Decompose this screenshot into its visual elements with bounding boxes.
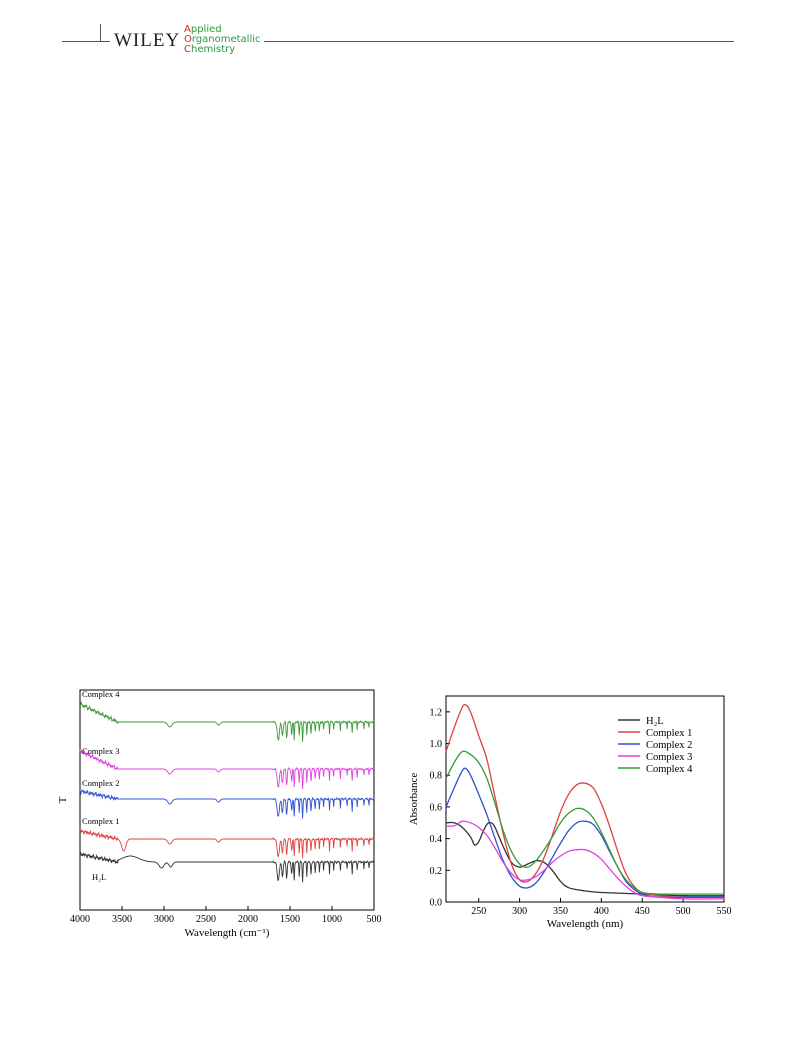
- series-label: Complex 2: [82, 778, 120, 788]
- series-label: H₂L: [92, 872, 106, 882]
- x-tick-label: 250: [471, 906, 486, 917]
- y-tick-label: 1.2: [430, 707, 443, 718]
- x-tick-label: 550: [717, 906, 732, 917]
- series-line: [79, 828, 375, 859]
- series-line: [79, 749, 375, 790]
- y-tick-label: 1.0: [430, 739, 443, 750]
- journal-line-2: Organometallic: [184, 35, 261, 45]
- legend-label: Complex 2: [646, 740, 692, 751]
- x-tick-label: 3000: [154, 914, 174, 925]
- journal-initial-2: O: [184, 34, 192, 45]
- series-line: [445, 703, 725, 898]
- x-tick-label: 2500: [196, 914, 216, 925]
- y-tick-label: 0.4: [430, 834, 443, 845]
- journal-initial-1: A: [184, 24, 191, 35]
- series-line: [79, 850, 375, 883]
- x-tick-label: 500: [367, 914, 382, 925]
- legend-label: H₂L: [646, 716, 664, 727]
- journal-rest-1: pplied: [190, 24, 222, 35]
- series-line: [79, 788, 375, 819]
- series-label: Complex 4: [82, 689, 120, 699]
- y-axis-label: T: [58, 796, 69, 803]
- x-tick-label: 1000: [322, 914, 342, 925]
- publisher-logo: WILEY: [110, 28, 185, 54]
- journal-name: Applied Organometallic Chemistry: [181, 25, 264, 55]
- journal-rest-2: rganometallic: [191, 34, 261, 45]
- x-tick-label: 400: [594, 906, 609, 917]
- x-tick-label: 500: [676, 906, 691, 917]
- x-axis-label: Wavelength (cm⁻¹): [185, 927, 270, 939]
- x-tick-label: 300: [512, 906, 527, 917]
- legend-label: Complex 3: [646, 752, 692, 763]
- series-line: [445, 820, 725, 900]
- ir-spectra-figure: 4000 3500 3000 2500 2000 1500 1000 500 Wavelengt…: [57, 684, 388, 954]
- x-tick-label: 1500: [280, 914, 300, 925]
- publisher-name: WILEY: [114, 30, 181, 51]
- legend-label: Complex 4: [646, 764, 693, 775]
- series-label: Complex 1: [82, 816, 120, 826]
- plot-frame: [79, 689, 375, 911]
- x-tick-label: 350: [553, 906, 568, 917]
- journal-line-1: Applied: [184, 25, 261, 35]
- y-tick-label: 0.2: [430, 866, 443, 877]
- y-tick-label: 0.0: [430, 898, 443, 909]
- y-tick-label: 0.8: [430, 771, 443, 782]
- uv-vis-chart: 250 300 350 400 450 500 550 0.0 0.2 0.4 0.6 0.8 1.0 1…: [408, 695, 732, 930]
- x-tick-label: 3500: [112, 914, 132, 925]
- y-axis-label: Absorbance: [408, 773, 420, 826]
- plot-frame: [445, 695, 725, 903]
- x-tick-label: 2000: [238, 914, 258, 925]
- series-label: Complex 3: [82, 746, 120, 756]
- y-tick-label: 0.6: [430, 802, 443, 813]
- uv-vis-figure: 250 300 350 400 450 500 550 0.0 0.2 0.4 0.6 0.8 1.0 1…: [408, 692, 738, 944]
- ir-spectra-chart: 4000 3500 3000 2500 2000 1500 1000 500 Wavelengt…: [57, 689, 382, 939]
- x-axis-label: Wavelength (nm): [547, 918, 624, 930]
- journal-initial-3: C: [184, 44, 191, 55]
- x-tick-label: 450: [635, 906, 650, 917]
- series-line: [445, 750, 724, 895]
- series-line: [445, 767, 724, 899]
- legend-label: Complex 1: [646, 728, 692, 739]
- page-header: WILEY Applied Organometallic Chemistry: [0, 0, 793, 70]
- header-tick: [100, 24, 101, 41]
- series-line: [445, 821, 725, 897]
- journal-rest-3: hemistry: [190, 44, 236, 55]
- series-line: [79, 700, 375, 742]
- header-rule: [62, 41, 734, 42]
- x-tick-label: 4000: [70, 914, 90, 925]
- journal-line-3: Chemistry: [184, 45, 261, 55]
